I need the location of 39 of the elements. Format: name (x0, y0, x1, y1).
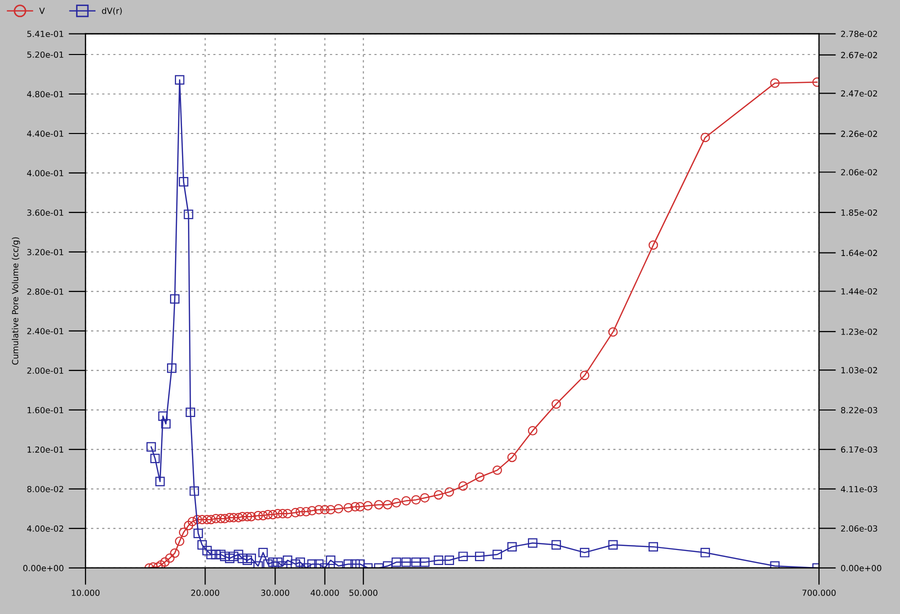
y-tick-label: 4.00e-02 (27, 525, 64, 532)
y-tick-label: 5.41e-01 (27, 30, 64, 38)
y2-tick-label: 8.22e-03 (841, 406, 878, 414)
y-tick-label: 3.60e-01 (27, 209, 64, 216)
y-tick-label: 2.80e-01 (27, 288, 64, 295)
legend-label: dV(r) (102, 8, 122, 15)
y-tick-label: 2.00e-01 (27, 367, 64, 374)
y-tick-label: 4.00e-01 (27, 170, 64, 176)
y2-tick-label: 1.44e-02 (841, 288, 877, 295)
y2-tick-label: 1.03e-02 (841, 367, 877, 374)
y2-tick-label: 2.78e-02 (841, 30, 877, 38)
y-tick-label: 1.60e-01 (28, 406, 64, 414)
y-tick-label: 1.20e-01 (28, 446, 64, 453)
y2-tick-label: 2.06e-02 (841, 169, 877, 176)
x-tick-label: 700.000 (802, 590, 836, 596)
y-tick-label: 8.00e-02 (27, 486, 64, 492)
y2-tick-label: 6.17e-03 (841, 446, 878, 453)
y2-tick-label: 1.85e-02 (841, 209, 877, 216)
y-tick-label: 5.20e-01 (27, 51, 64, 58)
y-tick-label: 4.40e-01 (27, 130, 64, 137)
y-axis-title: Cumulative Pore Volume (cc/g) (12, 237, 20, 365)
x-tick-label: 30.000 (261, 590, 290, 596)
y2-tick-label: 2.06e-03 (841, 525, 878, 532)
x-tick-label: 20.000 (191, 590, 220, 596)
y2-tick-label: 1.23e-02 (841, 328, 877, 335)
x-tick-label: 10.000 (72, 590, 100, 596)
x-tick-label: 50.000 (349, 590, 378, 596)
y-tick-label: 0.00e+00 (23, 564, 64, 572)
x-tick-label: 40.000 (310, 590, 339, 596)
y2-tick-label: 2.26e-02 (841, 130, 877, 137)
y2-tick-label: 2.47e-02 (841, 90, 877, 97)
legend-label: V (39, 8, 45, 14)
y2-tick-label: 0.00e+00 (841, 564, 882, 572)
y2-tick-label: 4.11e-03 (840, 486, 878, 492)
y-tick-label: 2.40e-01 (27, 328, 64, 334)
y2-tick-label: 2.67e-02 (841, 52, 877, 58)
y-tick-label: 4.80e-01 (27, 90, 64, 98)
y-tick-label: 3.20e-01 (27, 248, 64, 256)
y2-tick-label: 1.64e-02 (841, 250, 877, 256)
